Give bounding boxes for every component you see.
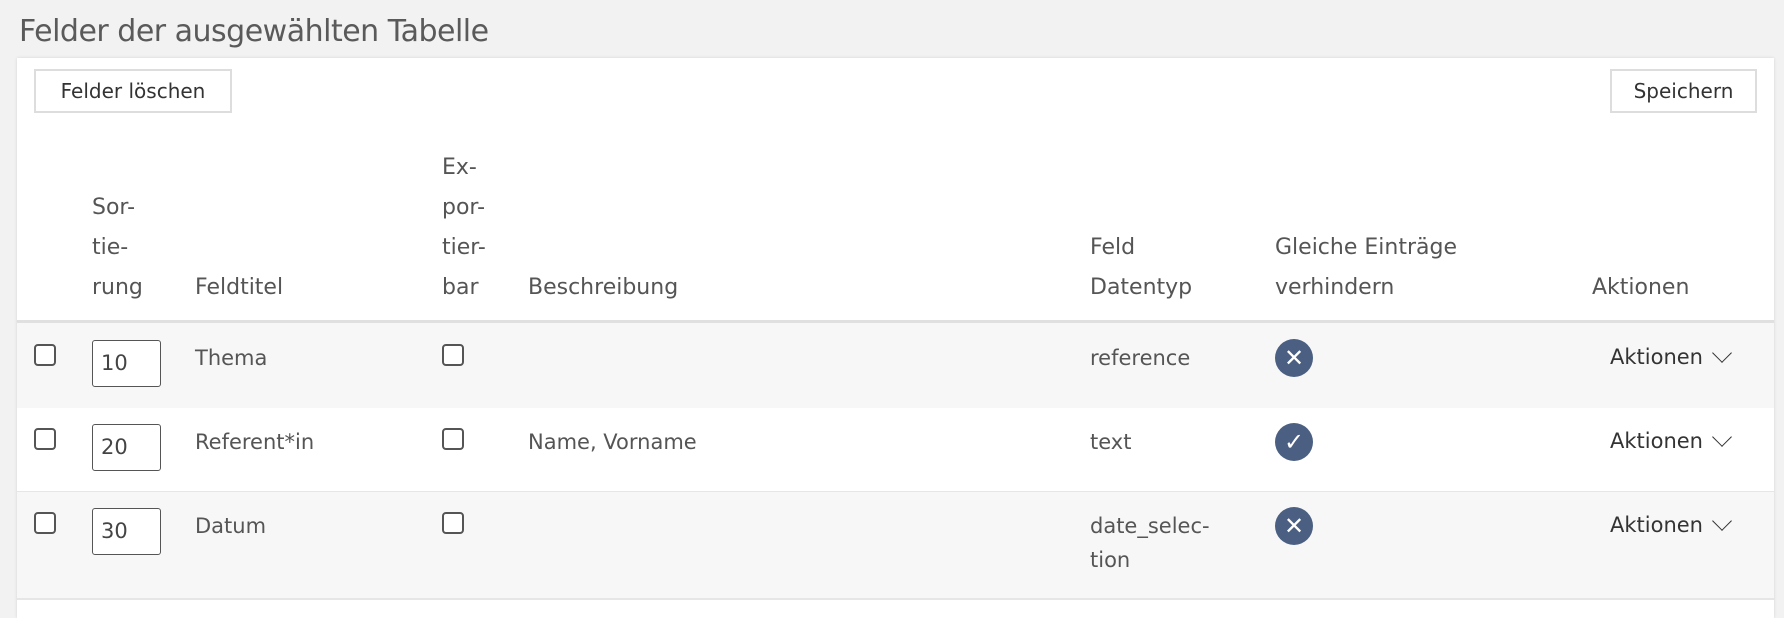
x-circle-icon: ✕ <box>1275 339 1313 377</box>
header-datatype: Feld Datentyp <box>1090 228 1192 308</box>
sort-input[interactable]: 20 <box>92 424 161 471</box>
header-divider <box>17 320 1774 323</box>
field-title: Referent*in <box>195 430 315 454</box>
field-title: Thema <box>195 346 268 370</box>
header-exportable-line: tier- <box>442 235 486 260</box>
field-datatype: reference <box>1090 346 1191 370</box>
header-unique: Gleiche Einträge verhindern <box>1275 228 1457 308</box>
header-exportable-line: por- <box>442 195 486 220</box>
x-circle-icon: ✕ <box>1275 507 1313 545</box>
chevron-down-icon <box>1712 511 1732 531</box>
chevron-down-icon <box>1712 427 1732 447</box>
header-title: Feldtitel <box>195 275 284 300</box>
row-select-checkbox[interactable] <box>34 512 56 534</box>
fields-panel: Felder löschen Speichern Sor- tie- rung … <box>17 58 1774 618</box>
header-exportable-line: Ex- <box>442 155 477 180</box>
header-unique-line: verhindern <box>1275 275 1395 300</box>
header-sort: Sor- tie- rung <box>92 188 143 308</box>
exportable-checkbox[interactable] <box>442 344 464 366</box>
field-description: Name, Vorname <box>528 430 697 454</box>
field-datatype: text <box>1090 430 1132 454</box>
field-datatype: date_selec- tion <box>1090 509 1210 577</box>
table-row: 30 Datum date_selec- tion ✕ Aktionen <box>17 492 1774 600</box>
chevron-down-icon <box>1712 343 1732 363</box>
actions-label: Aktionen <box>1610 345 1703 369</box>
sort-input[interactable]: 10 <box>92 340 161 387</box>
actions-dropdown[interactable]: Aktionen <box>1610 343 1732 369</box>
exportable-checkbox[interactable] <box>442 428 464 450</box>
actions-label: Aktionen <box>1610 429 1703 453</box>
actions-dropdown[interactable]: Aktionen <box>1610 511 1732 537</box>
header-sort-line: rung <box>92 275 143 300</box>
header-actions: Aktionen <box>1592 275 1690 300</box>
page-title: Felder der ausgewählten Tabelle <box>19 14 489 49</box>
exportable-checkbox[interactable] <box>442 512 464 534</box>
field-title: Datum <box>195 514 267 538</box>
field-datatype-line: date_selec- <box>1090 514 1210 538</box>
header-exportable: Ex- por- tier- bar <box>442 148 486 308</box>
header-datatype-line: Datentyp <box>1090 275 1193 300</box>
row-select-checkbox[interactable] <box>34 428 56 450</box>
actions-label: Aktionen <box>1610 513 1703 537</box>
sort-input[interactable]: 30 <box>92 508 161 555</box>
header-exportable-line: bar <box>442 275 479 300</box>
field-datatype-line: tion <box>1090 548 1131 572</box>
header-description: Beschreibung <box>528 275 679 300</box>
header-datatype-line: Feld <box>1090 235 1136 260</box>
table-row: 20 Referent*in Name, Vorname text ✓ Akti… <box>17 408 1774 493</box>
table-row: 10 Thema reference ✕ Aktionen <box>17 323 1774 410</box>
actions-dropdown[interactable]: Aktionen <box>1610 427 1732 453</box>
row-select-checkbox[interactable] <box>34 344 56 366</box>
header-sort-line: tie- <box>92 235 129 260</box>
header-unique-line: Gleiche Einträge <box>1275 235 1457 260</box>
delete-fields-button[interactable]: Felder löschen <box>34 69 232 113</box>
header-sort-line: Sor- <box>92 195 136 220</box>
save-button[interactable]: Speichern <box>1610 69 1757 113</box>
check-circle-icon: ✓ <box>1275 423 1313 461</box>
